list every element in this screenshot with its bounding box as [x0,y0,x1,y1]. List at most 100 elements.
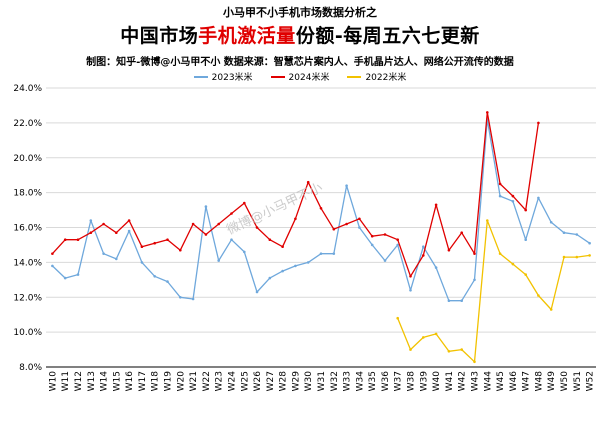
data-point-s2023 [549,221,553,224]
x-tick-label: W48 [534,371,544,392]
data-point-s2024 [268,238,272,241]
y-tick-label: 24.0% [13,84,42,94]
data-point-s2024 [460,231,464,234]
x-tick-label: W43 [470,371,480,391]
data-point-s2024 [498,182,502,186]
top-title: 小马甲不小手机市场数据分析之 [223,6,377,19]
title-prefix: 中国市场 [120,25,199,47]
data-point-s2022 [562,255,566,259]
data-point-s2022 [498,252,502,255]
data-point-s2023 [153,275,156,278]
x-tick-label: W11 [61,371,71,391]
x-tick-label: W32 [330,371,340,391]
data-point-s2022 [473,360,476,364]
data-point-s2023 [498,194,502,198]
y-tick-label: 16.0% [13,224,42,234]
data-point-s2022 [549,308,553,311]
data-point-s2023 [294,264,297,268]
x-tick-label: W37 [394,371,404,391]
x-tick-label: W46 [509,371,519,392]
data-point-s2023 [434,266,438,269]
y-tick-label: 12.0% [13,293,42,303]
x-tick-label: W18 [151,371,161,392]
data-point-s2024 [153,241,156,245]
data-point-s2024 [524,208,527,212]
y-tick-label: 18.0% [13,189,42,199]
x-tick-label: W52 [586,371,596,391]
x-tick-label: W14 [100,371,110,392]
data-point-s2023 [396,243,400,247]
data-point-s2023 [51,264,54,268]
legend-swatch-2024 [270,75,285,78]
x-tick-label: W39 [419,371,429,392]
legend-label-2023: 2023米米 [211,73,253,83]
data-point-s2024 [409,275,412,278]
data-point-s2024 [358,217,361,221]
y-tick-label: 22.0% [13,119,42,129]
data-point-s2023 [179,296,182,299]
legend-item-2024: 2024米米 [270,70,329,83]
data-point-s2023 [230,238,233,241]
data-point-s2022 [447,350,451,353]
data-point-s2023 [447,299,451,303]
data-point-s2023 [140,261,144,264]
data-point-s2024 [294,217,297,221]
x-tick-label: W34 [355,371,365,392]
data-point-s2024 [332,227,336,231]
data-point-s2024 [447,248,451,252]
y-tick-label: 14.0% [13,258,42,268]
legend-swatch-2022 [347,75,362,78]
x-tick-label: W49 [547,371,557,392]
x-tick-label: W31 [317,371,327,391]
data-point-s2024 [486,111,489,114]
legend-item-2023: 2023米米 [193,70,253,83]
x-tick-label: W20 [176,371,186,392]
x-tick-label: W12 [74,371,84,391]
data-point-s2023 [319,252,323,255]
data-point-s2023 [383,259,387,262]
data-point-s2024 [204,233,208,236]
title-highlight: 手机激活量 [198,25,296,47]
data-point-s2024 [345,222,348,226]
x-tick-label: W36 [381,371,391,392]
x-tick-label: W24 [227,371,237,392]
data-point-s2023 [511,200,515,203]
data-point-s2023 [537,196,540,200]
data-point-s2024 [281,245,284,248]
x-tick-label: W41 [445,371,455,391]
data-point-s2022 [422,336,425,339]
data-point-s2024 [179,248,182,252]
data-point-s2024 [191,222,195,226]
data-point-s2023 [460,299,464,303]
data-point-s2024 [511,194,515,198]
x-tick-label: W25 [240,371,250,391]
series-line-s2022 [397,219,590,363]
title-suffix: 份额-每周五六七更新 [295,25,480,47]
data-point-s2023 [115,257,118,261]
data-point-s2024 [383,233,387,236]
x-tick-label: W28 [279,371,289,392]
legend-label-2022: 2022米米 [365,73,407,83]
data-point-s2023 [243,250,246,254]
data-point-s2022 [434,332,438,336]
x-tick-label: W50 [560,371,570,392]
data-point-s2024 [217,222,220,226]
data-point-s2024 [370,234,374,238]
y-tick-label: 20.0% [13,154,42,164]
x-tick-label: W22 [202,371,212,391]
data-point-s2023 [255,290,259,294]
data-point-s2022 [537,294,540,297]
data-point-s2024 [166,238,169,241]
data-point-s2023 [345,184,348,187]
data-point-s2023 [281,269,284,273]
data-point-s2022 [575,255,579,259]
y-tick-label: 8.0% [19,363,42,373]
data-point-s2024 [537,121,540,125]
data-point-s2024 [102,222,105,226]
data-point-s2024 [434,203,438,207]
subtitle: 制图：知乎-微博@小马甲不小 数据来源：智慧芯片案内人、手机晶片达人、网络公开流… [86,57,514,68]
x-tick-label: W38 [407,371,417,392]
data-point-s2023 [575,233,579,236]
data-point-s2023 [204,205,208,208]
